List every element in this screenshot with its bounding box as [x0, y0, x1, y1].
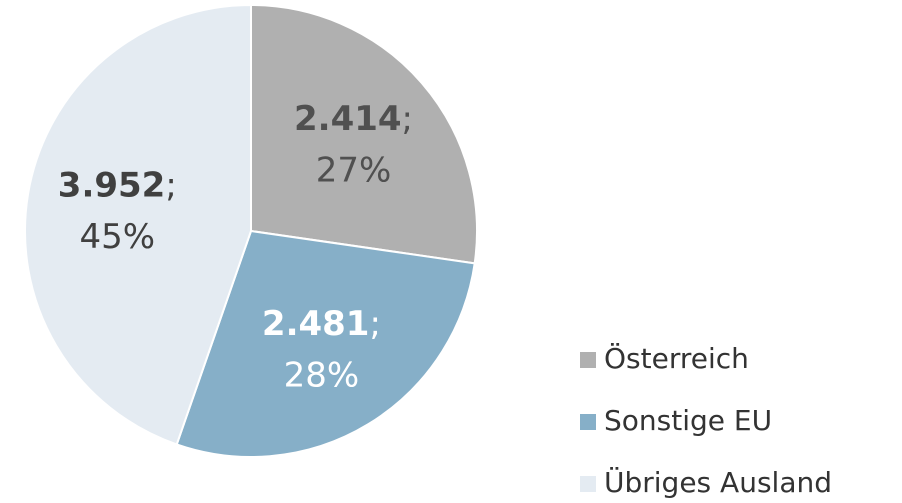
pie-slice	[24, 3, 252, 446]
data-label: 2.414;	[294, 99, 413, 139]
legend-label: Übriges Ausland	[604, 465, 832, 499]
data-label-value: 3.952	[58, 165, 166, 205]
data-label-separator: ;	[369, 303, 380, 343]
data-label: 3.952;	[58, 165, 177, 205]
data-label: 2.481;	[262, 303, 381, 343]
data-label-percent: 28%	[284, 355, 360, 395]
legend-label: Österreich	[604, 341, 749, 375]
data-label-percent: 45%	[80, 217, 156, 257]
legend-swatch	[580, 414, 596, 430]
legend-swatch	[580, 352, 596, 368]
data-label-separator: ;	[165, 165, 176, 205]
data-label-value: 2.481	[262, 303, 370, 343]
data-label-value: 2.414	[294, 99, 402, 139]
data-label-percent: 27%	[316, 151, 392, 191]
data-label-separator: ;	[402, 99, 413, 139]
legend-swatch	[580, 476, 596, 492]
pie-slice	[250, 3, 478, 265]
legend-label: Sonstige EU	[604, 404, 772, 437]
pie-slice	[175, 229, 476, 458]
